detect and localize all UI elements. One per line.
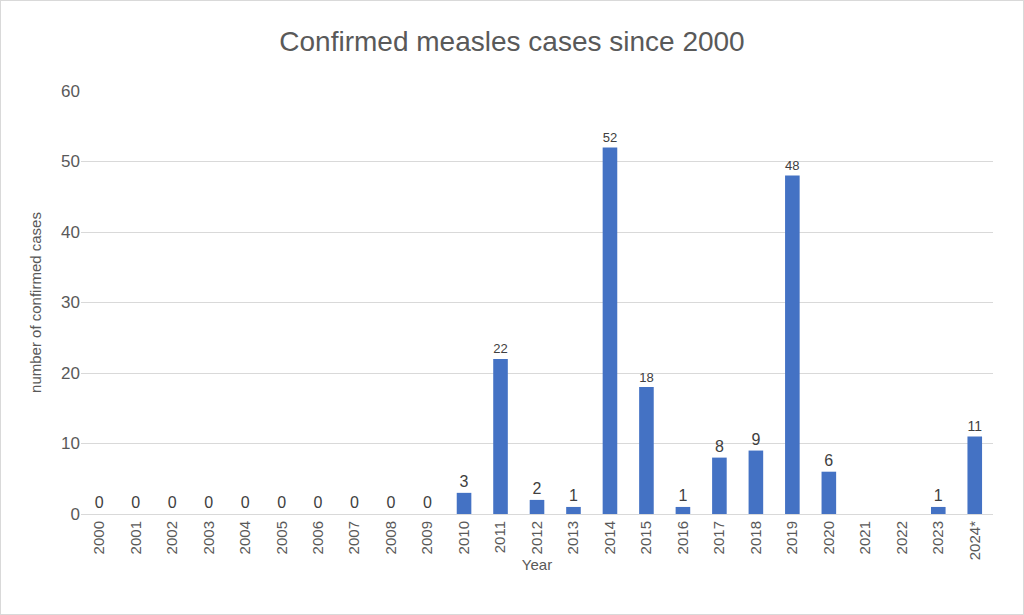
svg-text:2020: 2020	[820, 521, 837, 554]
svg-text:0: 0	[314, 494, 323, 511]
svg-text:2: 2	[533, 480, 542, 497]
svg-text:0: 0	[95, 494, 104, 511]
svg-text:2014: 2014	[601, 521, 618, 554]
svg-text:2008: 2008	[382, 521, 399, 554]
svg-text:0: 0	[204, 494, 213, 511]
svg-text:0: 0	[277, 494, 286, 511]
svg-text:2018: 2018	[747, 521, 764, 554]
svg-text:2017: 2017	[710, 521, 727, 554]
svg-text:2022: 2022	[893, 521, 910, 554]
svg-text:Year: Year	[522, 556, 552, 573]
svg-text:0: 0	[71, 505, 80, 524]
svg-text:11: 11	[967, 418, 982, 434]
svg-text:52: 52	[603, 130, 618, 145]
svg-text:2009: 2009	[418, 521, 435, 554]
svg-text:60: 60	[61, 82, 80, 101]
svg-text:10: 10	[61, 434, 80, 453]
svg-text:number of confirmed cases: number of confirmed cases	[27, 212, 44, 393]
svg-text:2012: 2012	[528, 521, 545, 554]
svg-text:2023: 2023	[929, 521, 946, 554]
svg-text:40: 40	[61, 223, 80, 242]
svg-text:3: 3	[460, 473, 469, 490]
svg-text:2016: 2016	[674, 521, 691, 554]
svg-text:0: 0	[387, 494, 396, 511]
svg-text:2011: 2011	[491, 521, 508, 553]
svg-text:8: 8	[715, 438, 724, 455]
svg-text:0: 0	[350, 494, 359, 511]
svg-text:0: 0	[168, 494, 177, 511]
svg-text:2007: 2007	[345, 521, 362, 554]
svg-text:2024*: 2024*	[966, 521, 983, 560]
svg-text:2003: 2003	[200, 521, 217, 554]
svg-text:9: 9	[751, 431, 760, 448]
svg-text:2000: 2000	[90, 521, 107, 554]
svg-text:0: 0	[423, 494, 432, 511]
svg-text:1: 1	[569, 487, 578, 504]
svg-text:2002: 2002	[163, 521, 180, 554]
svg-text:18: 18	[639, 370, 654, 385]
svg-text:2013: 2013	[564, 521, 581, 554]
svg-text:2021: 2021	[856, 521, 873, 554]
svg-text:1: 1	[678, 487, 687, 504]
svg-text:48: 48	[785, 158, 800, 173]
svg-text:0: 0	[241, 494, 250, 511]
svg-text:2019: 2019	[783, 521, 800, 554]
svg-text:20: 20	[61, 364, 80, 383]
svg-text:2015: 2015	[637, 521, 654, 554]
svg-text:2006: 2006	[309, 521, 326, 554]
svg-text:2004: 2004	[236, 521, 253, 554]
svg-text:1: 1	[934, 487, 943, 504]
svg-text:2005: 2005	[273, 521, 290, 554]
svg-text:2001: 2001	[127, 521, 144, 554]
svg-text:50: 50	[61, 152, 80, 171]
svg-text:22: 22	[493, 341, 508, 356]
svg-text:0: 0	[131, 494, 140, 511]
svg-text:6: 6	[824, 452, 833, 469]
svg-text:30: 30	[61, 293, 80, 312]
svg-text:Confirmed measles cases since: Confirmed measles cases since 2000	[279, 26, 744, 57]
svg-text:2010: 2010	[455, 521, 472, 554]
